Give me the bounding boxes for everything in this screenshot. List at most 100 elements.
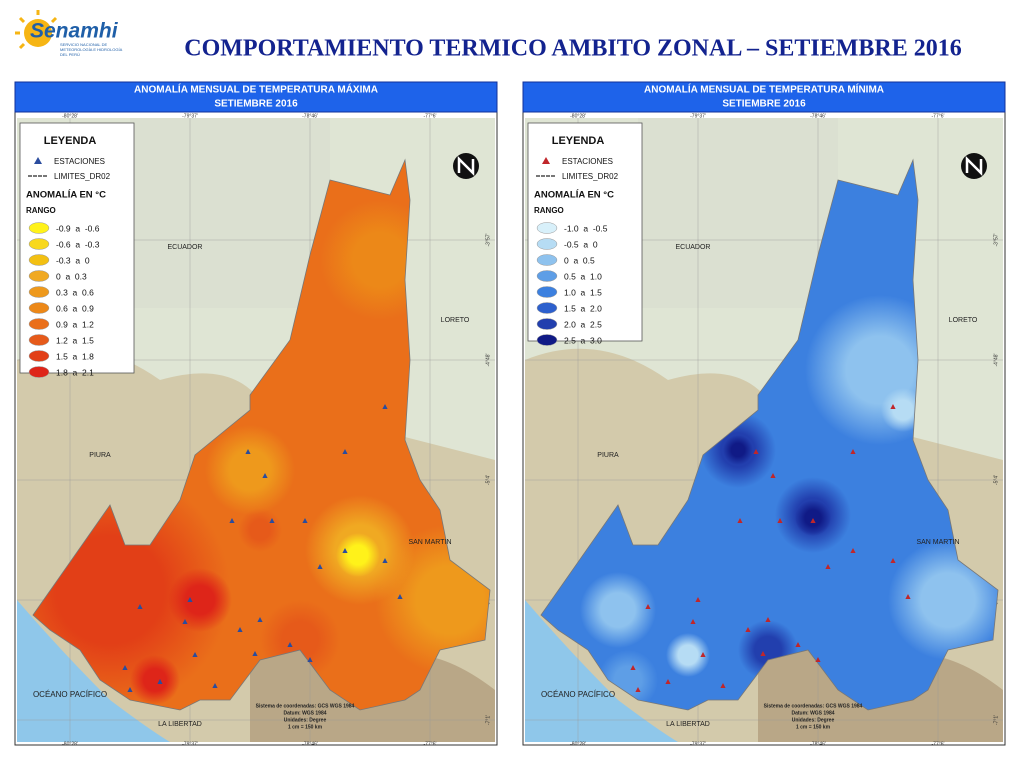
station bbox=[720, 683, 726, 688]
coord-label: -79°37' bbox=[690, 113, 706, 119]
station bbox=[665, 679, 671, 684]
legend-range-label: 1.0 a 1.5 bbox=[564, 287, 602, 297]
region-border bbox=[540, 158, 999, 711]
legend-swatch bbox=[536, 238, 558, 250]
station bbox=[815, 657, 821, 662]
legend-swatch bbox=[536, 302, 558, 314]
anomaly-zone bbox=[666, 633, 710, 677]
place-label: LA LIBERTAD bbox=[666, 721, 710, 728]
coord-label: -7°1' bbox=[485, 715, 491, 725]
legend-swatch bbox=[536, 222, 558, 234]
station bbox=[342, 548, 348, 553]
legend-range-label: 0.5 a 1.0 bbox=[564, 271, 602, 281]
map-note: Unidades: Degree bbox=[284, 717, 327, 723]
map-note: Sistema de coordenadas: GCS WGS 1984 bbox=[764, 703, 863, 709]
logo-subtitle: SERVICIO NACIONAL DE METEOROLOGÍA E HIDR… bbox=[60, 42, 123, 57]
legend-swatch bbox=[28, 270, 50, 282]
station bbox=[262, 473, 268, 478]
station bbox=[157, 679, 163, 684]
map-note: Datum: WGS 1984 bbox=[283, 710, 326, 716]
legend-swatch bbox=[28, 350, 50, 362]
coord-label: -80°28' bbox=[570, 741, 586, 747]
station bbox=[795, 642, 801, 647]
legend-range-label: -0.9 a -0.6 bbox=[56, 223, 100, 233]
coord-label: -5°4' bbox=[993, 475, 999, 485]
legend-swatch bbox=[536, 286, 558, 298]
map-note: Sistema de coordenadas: GCS WGS 1984 bbox=[256, 703, 355, 709]
anomaly-zone bbox=[205, 425, 295, 515]
map-panel: ANOMALÍA MENSUAL DE TEMPERATURA MÍNIMA SE… bbox=[522, 81, 1006, 747]
station bbox=[317, 564, 323, 569]
anomaly-zone bbox=[168, 568, 232, 632]
panel-header bbox=[522, 81, 1006, 113]
anomaly-zone bbox=[580, 572, 656, 648]
logo-rays bbox=[15, 10, 58, 50]
legend-range-label: 0 a 0.5 bbox=[564, 255, 595, 265]
coord-label: -78°46' bbox=[302, 113, 318, 119]
anomaly-zone bbox=[723, 435, 753, 465]
legend-range-label: 1.2 a 1.5 bbox=[56, 335, 94, 345]
place-label: PIURA bbox=[597, 452, 619, 459]
station bbox=[137, 604, 143, 609]
ocean bbox=[17, 600, 170, 742]
station bbox=[765, 617, 771, 622]
legend-range-title: RANGO bbox=[534, 206, 564, 215]
legend-swatch bbox=[536, 254, 558, 266]
legend-range-label: 2.5 a 3.0 bbox=[564, 335, 602, 345]
legend-range-label: -1.0 a -0.5 bbox=[564, 223, 608, 233]
legend-range-label: 1.5 a 1.8 bbox=[56, 351, 94, 361]
legend-subtitle: ANOMALÍA EN °C bbox=[534, 190, 614, 201]
place-label: SAN MARTIN bbox=[408, 539, 451, 546]
legend-range-label: -0.5 a 0 bbox=[564, 239, 598, 249]
legend-item: LIMITES_DR02 bbox=[54, 172, 111, 181]
panel-title: ANOMALÍA MENSUAL DE TEMPERATURA MÁXIMA bbox=[134, 83, 378, 96]
station bbox=[777, 518, 783, 523]
ocean bbox=[525, 600, 678, 742]
anomaly-zone bbox=[336, 533, 380, 577]
map-note: 1 cm = 150 km bbox=[288, 724, 323, 730]
legend-swatch bbox=[536, 270, 558, 282]
page-title: COMPORTAMIENTO TERMICO AMBITO ZONAL – SE… bbox=[184, 36, 962, 62]
panel-title: SETIEMBRE 2016 bbox=[214, 99, 298, 110]
legend-range-label: -0.6 a -0.3 bbox=[56, 239, 100, 249]
legend-station-symbol bbox=[34, 157, 42, 164]
panel-header bbox=[14, 81, 498, 113]
legend-swatch bbox=[28, 238, 50, 250]
station bbox=[397, 594, 403, 599]
panel-title: ANOMALÍA MENSUAL DE TEMPERATURA MÍNIMA bbox=[644, 83, 884, 96]
legend-swatch bbox=[28, 366, 50, 378]
place-label: ECUADOR bbox=[675, 244, 710, 251]
station bbox=[760, 651, 766, 656]
coord-label: -4°48' bbox=[485, 353, 491, 366]
station bbox=[645, 604, 651, 609]
station bbox=[342, 449, 348, 454]
coord-label: -3°57' bbox=[993, 233, 999, 246]
legend-title: LEYENDA bbox=[44, 135, 97, 147]
station bbox=[257, 617, 263, 622]
place-label: LORETO bbox=[949, 317, 978, 324]
map-note: 1 cm = 150 km bbox=[796, 724, 831, 730]
logo: Senamhi SERVICIO NACIONAL DE METEOROLOGÍ… bbox=[15, 10, 123, 57]
legend-swatch bbox=[28, 334, 50, 346]
legend-swatch bbox=[28, 254, 50, 266]
coord-label: -78°46' bbox=[302, 741, 318, 747]
coord-label: -7°1' bbox=[993, 715, 999, 725]
coord-label: -78°46' bbox=[810, 113, 826, 119]
station bbox=[630, 665, 636, 670]
map-note: Datum: WGS 1984 bbox=[791, 710, 834, 716]
station bbox=[825, 564, 831, 569]
coord-label: -80°28' bbox=[570, 113, 586, 119]
place-label: SAN MARTIN bbox=[916, 539, 959, 546]
region-border bbox=[32, 158, 491, 711]
legend-item: ESTACIONES bbox=[562, 157, 613, 166]
coord-label: -79°37' bbox=[182, 741, 198, 747]
place-label: OCÉANO PACÍFICO bbox=[33, 690, 107, 699]
place-label: LA LIBERTAD bbox=[158, 721, 202, 728]
legend-item: ESTACIONES bbox=[54, 157, 105, 166]
coord-label: -80°28' bbox=[62, 113, 78, 119]
legend-range-label: 1.5 a 2.0 bbox=[564, 303, 602, 313]
legend-swatch bbox=[28, 222, 50, 234]
station bbox=[635, 687, 641, 692]
legend-station-symbol bbox=[542, 157, 550, 164]
station bbox=[700, 652, 706, 657]
